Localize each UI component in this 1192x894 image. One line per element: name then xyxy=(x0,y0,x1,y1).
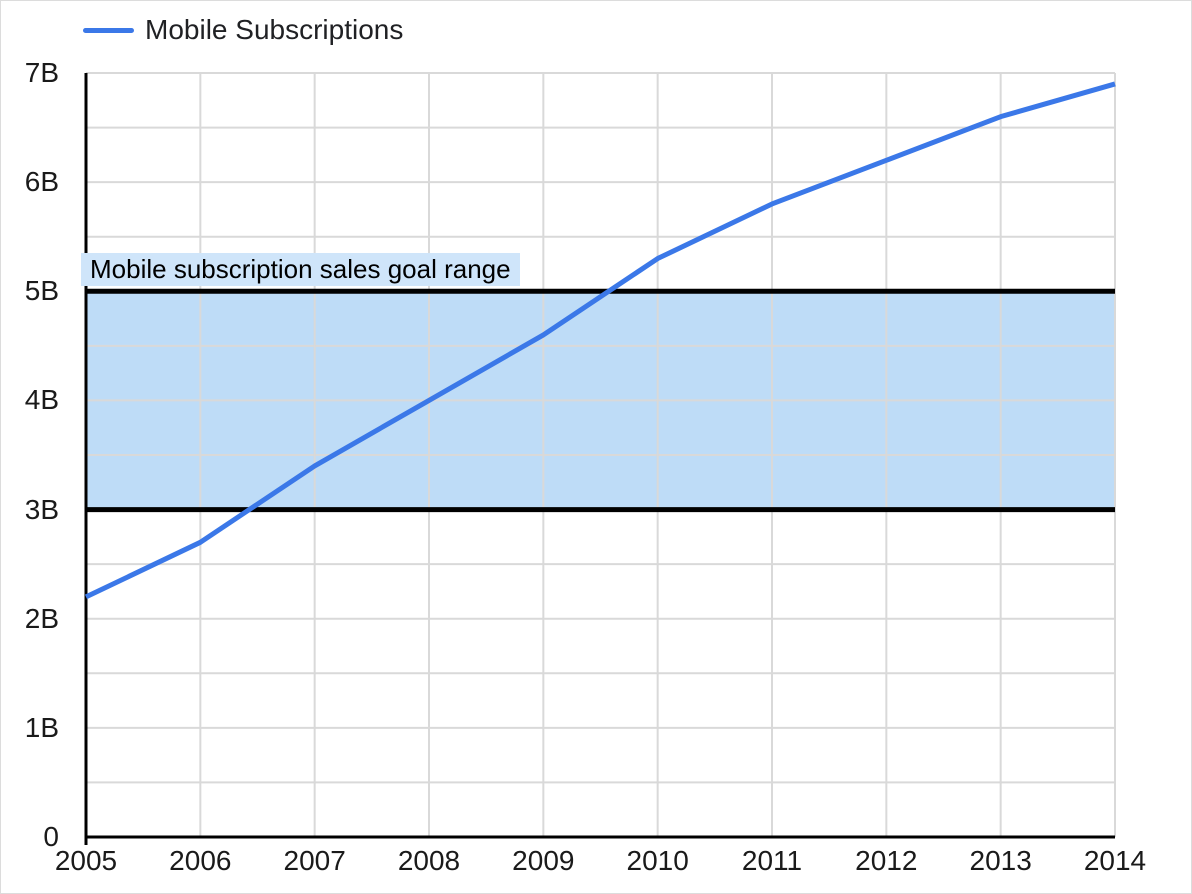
x-tick-label: 2012 xyxy=(855,845,918,876)
legend-line-swatch xyxy=(83,27,134,33)
y-tick-label: 6B xyxy=(24,166,59,198)
x-tick-label: 2011 xyxy=(741,845,803,876)
x-tick-label: 2007 xyxy=(283,845,346,876)
x-tick-label: 2010 xyxy=(626,845,689,876)
x-tick-label: 2014 xyxy=(1083,845,1147,876)
series-line-mobile-subscriptions xyxy=(84,81,1116,600)
x-tick-label: 2009 xyxy=(512,845,575,876)
x-tick-label: 2013 xyxy=(969,845,1032,876)
legend: Mobile Subscriptions xyxy=(83,13,403,47)
y-tick-label: 2B xyxy=(24,602,59,634)
x-tick-label: 2005 xyxy=(54,845,118,876)
x-tick-label: 2008 xyxy=(397,845,461,876)
y-tick-label: 5B xyxy=(24,275,59,307)
legend-label: Mobile Subscriptions xyxy=(145,14,404,45)
y-tick-label: 1B xyxy=(24,711,59,743)
goal-range-annotation: Mobile subscription sales goal range xyxy=(81,253,520,286)
y-tick-label: 4B xyxy=(24,384,59,416)
y-tick-label: 7B xyxy=(24,57,59,88)
y-tick-label: 3B xyxy=(24,493,59,525)
x-tick-label: 2006 xyxy=(169,845,232,876)
y-tick-label: 0 xyxy=(43,821,59,852)
